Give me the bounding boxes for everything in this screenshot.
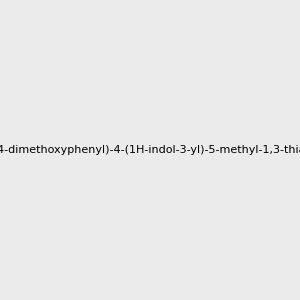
- Text: 2-(3,4-dimethoxyphenyl)-4-(1H-indol-3-yl)-5-methyl-1,3-thiazole: 2-(3,4-dimethoxyphenyl)-4-(1H-indol-3-yl…: [0, 145, 300, 155]
